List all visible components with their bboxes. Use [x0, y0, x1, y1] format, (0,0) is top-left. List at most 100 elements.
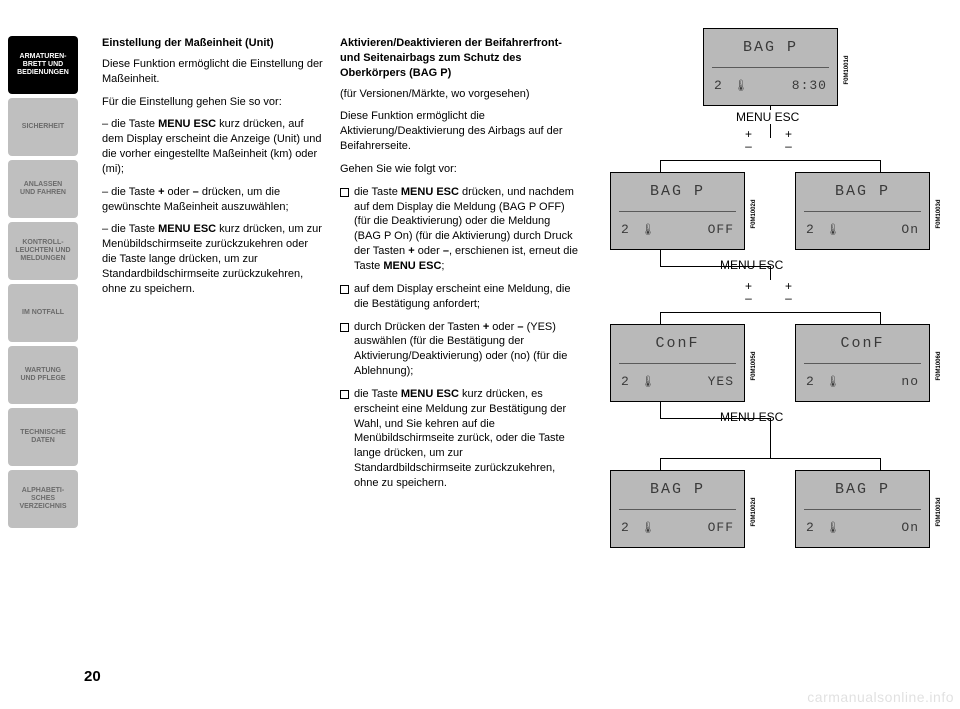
screen-title: BAG P [611, 183, 744, 200]
col1-p4: – die Taste + oder – drücken, um die gew… [102, 185, 324, 215]
col2-p2: Gehen Sie wie folgt vor: [340, 162, 580, 177]
list-item: durch Drücken der Tasten + oder – (YES) … [340, 320, 580, 379]
display-screen: BAG P 2 🌡 OFF F0M1002d [610, 172, 745, 250]
tab-notfall[interactable]: IM NOTFALL [8, 284, 78, 342]
tab-label: WARTUNGUND PFLEGE [20, 367, 65, 383]
tab-label: ARMATUREN-BRETT UNDBEDIENUNGEN [17, 53, 69, 77]
diagram-line [660, 402, 661, 418]
fig-code: F0M1003d [936, 199, 942, 228]
screen-title: BAG P [611, 481, 744, 498]
screen-left-value: 2 [621, 520, 629, 535]
col1-p1: Diese Funktion ermöglicht die Einstellun… [102, 57, 324, 87]
page-number: 20 [84, 668, 101, 685]
screen-divider [712, 67, 829, 68]
screen-right-value: YES [708, 374, 734, 389]
display-screen: ConF 2 🌡 no F0M1006d [795, 324, 930, 402]
label-menuesc: MENU ESC [720, 410, 783, 424]
thermo-icon: 🌡 [826, 223, 840, 236]
col1-heading: Einstellung der Maßeinheit (Unit) [102, 36, 324, 51]
col1-p3: – die Taste MENU ESC kurz drücken, auf d… [102, 117, 324, 176]
tab-label: ALPHABETI-SCHESVERZEICHNIS [19, 487, 66, 511]
plus-minus: +– [785, 280, 792, 304]
screen-title: ConF [611, 335, 744, 352]
display-screen: BAG P 2 🌡 OFF F0M1002d [610, 470, 745, 548]
diagram-line [660, 160, 880, 161]
screen-left-value: 2 [621, 374, 629, 389]
tab-label: SICHERHEIT [22, 123, 64, 131]
tab-label: KONTROLL-LEUCHTEN UNDMELDUNGEN [15, 239, 70, 263]
thermo-icon: 🌡 [826, 521, 840, 534]
column-unit: Einstellung der Maßeinheit (Unit) Diese … [102, 36, 324, 305]
diagram-line [660, 458, 661, 470]
thermo-icon: 🌡 [641, 223, 655, 236]
screen-left-value: 2 [621, 222, 629, 237]
col2-sub: (für Versionen/Märkte, wo vorgesehen) [340, 87, 580, 102]
col2-p1: Diese Funktion ermöglicht die Aktivierun… [340, 109, 580, 154]
screen-left-value: 2 [714, 78, 722, 93]
tab-armaturen[interactable]: ARMATUREN-BRETT UNDBEDIENUNGEN [8, 36, 78, 94]
diagram-line [660, 250, 661, 266]
col2-list: die Taste MENU ESC drücken, und nachdem … [340, 185, 580, 491]
fig-code: F0M1005d [751, 351, 757, 380]
screen-title: ConF [796, 335, 929, 352]
screen-right-value: OFF [708, 520, 734, 535]
watermark: carmanualsonline.info [807, 689, 954, 705]
screen-divider [804, 509, 921, 510]
screen-divider [619, 363, 736, 364]
label-menuesc: MENU ESC [720, 258, 783, 272]
col1-p2: Für die Einstellung gehen Sie so vor: [102, 95, 324, 110]
tab-index[interactable]: ALPHABETI-SCHESVERZEICHNIS [8, 470, 78, 528]
fig-code: F0M1006d [936, 351, 942, 380]
screen-title: BAG P [796, 481, 929, 498]
diagram-line [660, 312, 661, 324]
tab-kontroll[interactable]: KONTROLL-LEUCHTEN UNDMELDUNGEN [8, 222, 78, 280]
tab-sicherheit[interactable]: SICHERHEIT [8, 98, 78, 156]
display-screen: BAG P 2 🌡 On F0M1003d [795, 470, 930, 548]
column-bagp: Aktivieren/Deaktivieren der Beifahrerfro… [340, 36, 580, 499]
screen-divider [619, 509, 736, 510]
screen-right-value: OFF [708, 222, 734, 237]
diagram-line [880, 312, 881, 324]
screen-left-value: 2 [806, 520, 814, 535]
diagram-line [770, 266, 771, 280]
diagram-line [880, 458, 881, 470]
menu-diagram: BAG P 2 🌡 8:30 F0M1001d MENU ESC +– +– B… [600, 28, 940, 648]
display-screen: BAG P 2 🌡 On F0M1003d [795, 172, 930, 250]
plus-minus: +– [745, 280, 752, 304]
tab-label: ANLASSENUND FAHREN [20, 181, 66, 197]
diagram-line [660, 312, 880, 313]
screen-title: BAG P [796, 183, 929, 200]
screen-divider [804, 211, 921, 212]
tab-wartung[interactable]: WARTUNGUND PFLEGE [8, 346, 78, 404]
screen-right-value: On [901, 222, 919, 237]
screen-left-value: 2 [806, 374, 814, 389]
fig-code: F0M1002d [751, 497, 757, 526]
thermo-icon: 🌡 [641, 375, 655, 388]
screen-right-value: On [901, 520, 919, 535]
tab-anlassen[interactable]: ANLASSENUND FAHREN [8, 160, 78, 218]
tab-label: TECHNISCHEDATEN [20, 429, 66, 445]
tab-technische[interactable]: TECHNISCHEDATEN [8, 408, 78, 466]
screen-divider [804, 363, 921, 364]
fig-code: F0M1002d [751, 199, 757, 228]
thermo-icon: 🌡 [826, 375, 840, 388]
list-item: die Taste MENU ESC kurz drücken, es ersc… [340, 387, 580, 491]
diagram-line [770, 124, 771, 138]
screen-right-value: no [901, 374, 919, 389]
screen-divider [619, 211, 736, 212]
fig-code: F0M1001d [844, 55, 850, 84]
col2-heading: Aktivieren/Deaktivieren der Beifahrerfro… [340, 36, 580, 81]
col1-p5: – die Taste MENU ESC kurz drücken, um zu… [102, 222, 324, 296]
display-screen: BAG P 2 🌡 8:30 F0M1001d [703, 28, 838, 106]
diagram-line [770, 106, 771, 110]
fig-code: F0M1003d [936, 497, 942, 526]
thermo-icon: 🌡 [641, 521, 655, 534]
diagram-line [880, 160, 881, 172]
tab-label: IM NOTFALL [22, 309, 64, 317]
screen-right-value: 8:30 [792, 78, 827, 93]
diagram-line [770, 418, 771, 458]
plus-minus: +– [745, 128, 752, 152]
list-item: auf dem Display erscheint eine Meldung, … [340, 282, 580, 312]
diagram-line [660, 160, 661, 172]
list-item: die Taste MENU ESC drücken, und nachdem … [340, 185, 580, 274]
